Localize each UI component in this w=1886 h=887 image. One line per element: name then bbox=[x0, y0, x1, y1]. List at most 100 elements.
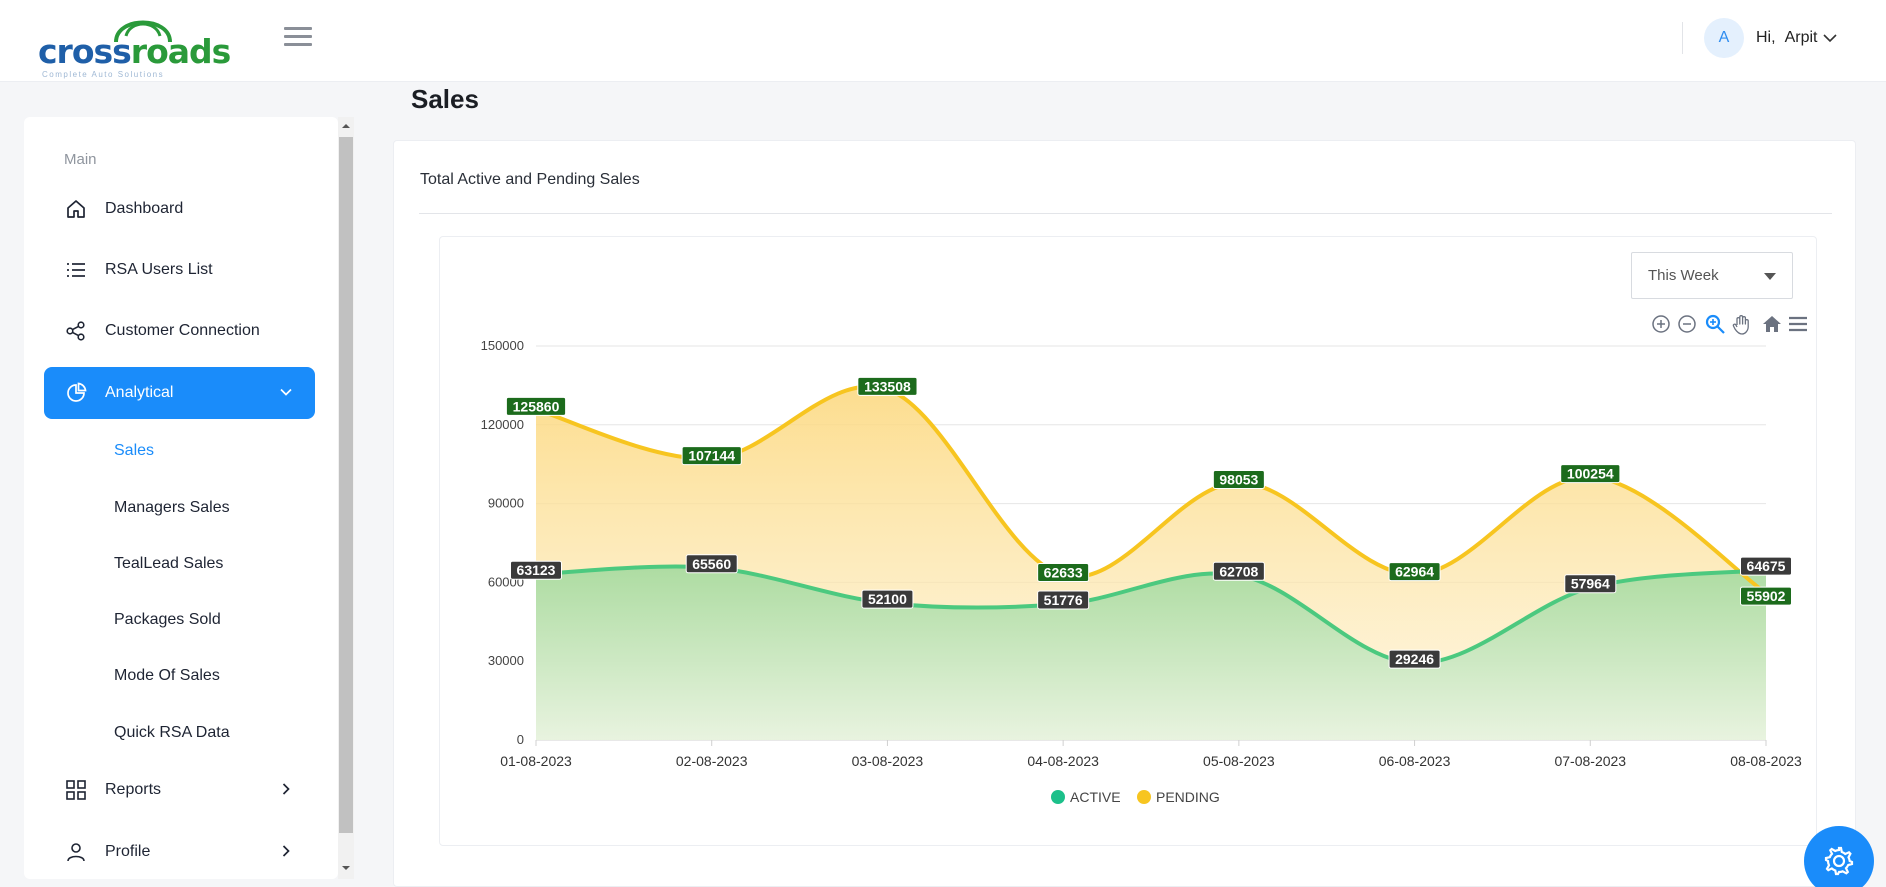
data-label-active: 63123 bbox=[517, 562, 556, 578]
logo-wordmark: crossroads bbox=[38, 32, 231, 71]
sidebar-item-reports[interactable]: Reports bbox=[44, 764, 315, 816]
sidebar-subitem-quick-rsa-data[interactable]: Quick RSA Data bbox=[114, 724, 230, 741]
zoom-out-icon[interactable] bbox=[1676, 313, 1698, 335]
y-tick-label: 90000 bbox=[488, 496, 524, 511]
data-label-pending-bg bbox=[681, 446, 742, 466]
sidebar-subitem-teallead-sales[interactable]: TealLead Sales bbox=[114, 555, 224, 572]
avatar[interactable]: A bbox=[1704, 18, 1744, 58]
sidebar-item-profile[interactable]: Profile bbox=[44, 826, 315, 878]
sidebar-item-label: Dashboard bbox=[105, 200, 184, 217]
legend-marker-pending[interactable] bbox=[1137, 790, 1151, 804]
data-label-active: 64675 bbox=[1747, 558, 1786, 574]
period-select-value: This Week bbox=[1648, 267, 1719, 284]
x-tick-label: 01-08-2023 bbox=[500, 753, 572, 769]
zoom-in-icon[interactable] bbox=[1650, 313, 1672, 335]
sidebar-subitem-mode-of-sales[interactable]: Mode Of Sales bbox=[114, 667, 220, 684]
greeting-text: Hi, bbox=[1756, 29, 1776, 46]
data-label-active: 65560 bbox=[692, 556, 731, 572]
data-label-active: 52100 bbox=[868, 591, 907, 607]
data-label-active: 57964 bbox=[1571, 576, 1610, 592]
data-label-active-bg bbox=[685, 554, 738, 574]
sidebar-item-label: Reports bbox=[105, 781, 162, 798]
sidebar-subitem-managers-sales[interactable]: Managers Sales bbox=[114, 499, 230, 516]
data-label-active-bg bbox=[1212, 561, 1265, 581]
legend-label-active[interactable]: ACTIVE bbox=[1070, 789, 1121, 805]
data-label-pending: 98053 bbox=[1219, 471, 1258, 487]
menu-toggle-icon[interactable] bbox=[284, 27, 312, 49]
data-label-pending-bg bbox=[857, 376, 918, 396]
sidebar-item-rsa-users-list[interactable]: RSA Users List bbox=[44, 244, 315, 296]
data-label-pending-bg bbox=[1212, 469, 1265, 489]
chart-container bbox=[439, 236, 1817, 846]
page-title: Sales bbox=[411, 84, 479, 114]
user-menu[interactable]: A Hi, Arpit bbox=[1704, 18, 1838, 58]
reset-home-icon[interactable] bbox=[1761, 313, 1783, 335]
pan-hand-icon[interactable] bbox=[1731, 313, 1753, 335]
share-icon bbox=[64, 319, 88, 343]
legend-marker-active[interactable] bbox=[1051, 790, 1065, 804]
sidebar-item-customer-connection[interactable]: Customer Connection bbox=[44, 305, 315, 357]
x-tick-label: 08-08-2023 bbox=[1730, 753, 1802, 769]
period-select[interactable]: This Week bbox=[1631, 252, 1793, 299]
data-label-active-bg bbox=[510, 560, 562, 580]
sidebar-scrollbar[interactable] bbox=[338, 117, 354, 879]
data-label-active-bg bbox=[1037, 590, 1090, 610]
x-tick-label: 05-08-2023 bbox=[1203, 753, 1275, 769]
chevron-down-icon[interactable] bbox=[1823, 31, 1838, 45]
x-tick-label: 04-08-2023 bbox=[1027, 753, 1099, 769]
legend-label-pending[interactable]: PENDING bbox=[1156, 789, 1220, 805]
scroll-up-arrow-icon[interactable] bbox=[341, 121, 351, 131]
sidebar-item-analytical[interactable]: Analytical bbox=[44, 367, 315, 419]
sidebar-item-label: Profile bbox=[105, 843, 151, 860]
grid-icon bbox=[64, 778, 88, 802]
chart-menu-icon[interactable] bbox=[1787, 313, 1809, 335]
data-label-pending-bg bbox=[1560, 464, 1621, 484]
y-tick-label: 150000 bbox=[481, 338, 524, 353]
data-label-active: 62708 bbox=[1219, 563, 1258, 579]
sidebar-item-label: RSA Users List bbox=[105, 261, 213, 278]
sidebar-item-label: Analytical bbox=[105, 384, 174, 401]
car-arc-icon bbox=[114, 20, 172, 43]
data-label-pending: 125860 bbox=[513, 398, 560, 414]
sidebar-item-dashboard[interactable]: Dashboard bbox=[44, 183, 315, 235]
data-label-active-bg bbox=[1388, 649, 1441, 669]
logo-text-part2: roads bbox=[130, 32, 231, 71]
scroll-down-arrow-icon[interactable] bbox=[341, 863, 351, 873]
data-label-pending: 100254 bbox=[1567, 466, 1614, 482]
data-label-active: 29246 bbox=[1395, 651, 1434, 667]
header-divider bbox=[1682, 22, 1683, 54]
chevron-right-icon[interactable] bbox=[279, 782, 293, 796]
sidebar: Main Dashboard RSA Users List Customer C… bbox=[24, 117, 338, 879]
data-label-pending: 107144 bbox=[688, 448, 735, 464]
chevron-right-icon[interactable] bbox=[279, 844, 293, 858]
data-label-pending: 133508 bbox=[864, 378, 911, 394]
crossroads-logo[interactable]: crossroads Complete Auto Solutions bbox=[38, 6, 231, 79]
y-tick-label: 30000 bbox=[488, 653, 524, 668]
data-label-active-bg bbox=[1564, 574, 1617, 594]
home-icon bbox=[64, 197, 88, 221]
sidebar-section-label: Main bbox=[64, 151, 97, 168]
data-label-pending-bg bbox=[1388, 562, 1441, 582]
data-label-pending-bg bbox=[505, 396, 567, 416]
x-tick-label: 07-08-2023 bbox=[1554, 753, 1626, 769]
y-tick-label: 0 bbox=[517, 732, 524, 747]
selection-zoom-icon[interactable] bbox=[1704, 313, 1726, 335]
scrollbar-thumb[interactable] bbox=[339, 137, 353, 833]
x-tick-label: 03-08-2023 bbox=[852, 753, 924, 769]
chevron-down-icon[interactable] bbox=[279, 385, 293, 399]
pie-chart-icon bbox=[64, 381, 88, 405]
data-label-active-bg bbox=[861, 589, 914, 609]
data-label-pending: 55902 bbox=[1747, 588, 1786, 604]
logo-tagline: Complete Auto Solutions bbox=[42, 70, 165, 79]
sidebar-subitem-sales[interactable]: Sales bbox=[114, 442, 155, 459]
x-tick-label: 02-08-2023 bbox=[676, 753, 748, 769]
top-header: crossroads Complete Auto Solutions A Hi,… bbox=[0, 0, 1886, 82]
settings-gear-button[interactable] bbox=[1804, 826, 1874, 887]
user-name[interactable]: Arpit bbox=[1784, 29, 1818, 46]
data-label-active-bg bbox=[1740, 556, 1792, 576]
sidebar-subitem-packages-sold[interactable]: Packages Sold bbox=[114, 611, 221, 628]
gear-icon bbox=[1824, 846, 1854, 876]
data-label-pending-bg bbox=[1037, 562, 1090, 582]
caret-down-icon bbox=[1764, 273, 1776, 280]
